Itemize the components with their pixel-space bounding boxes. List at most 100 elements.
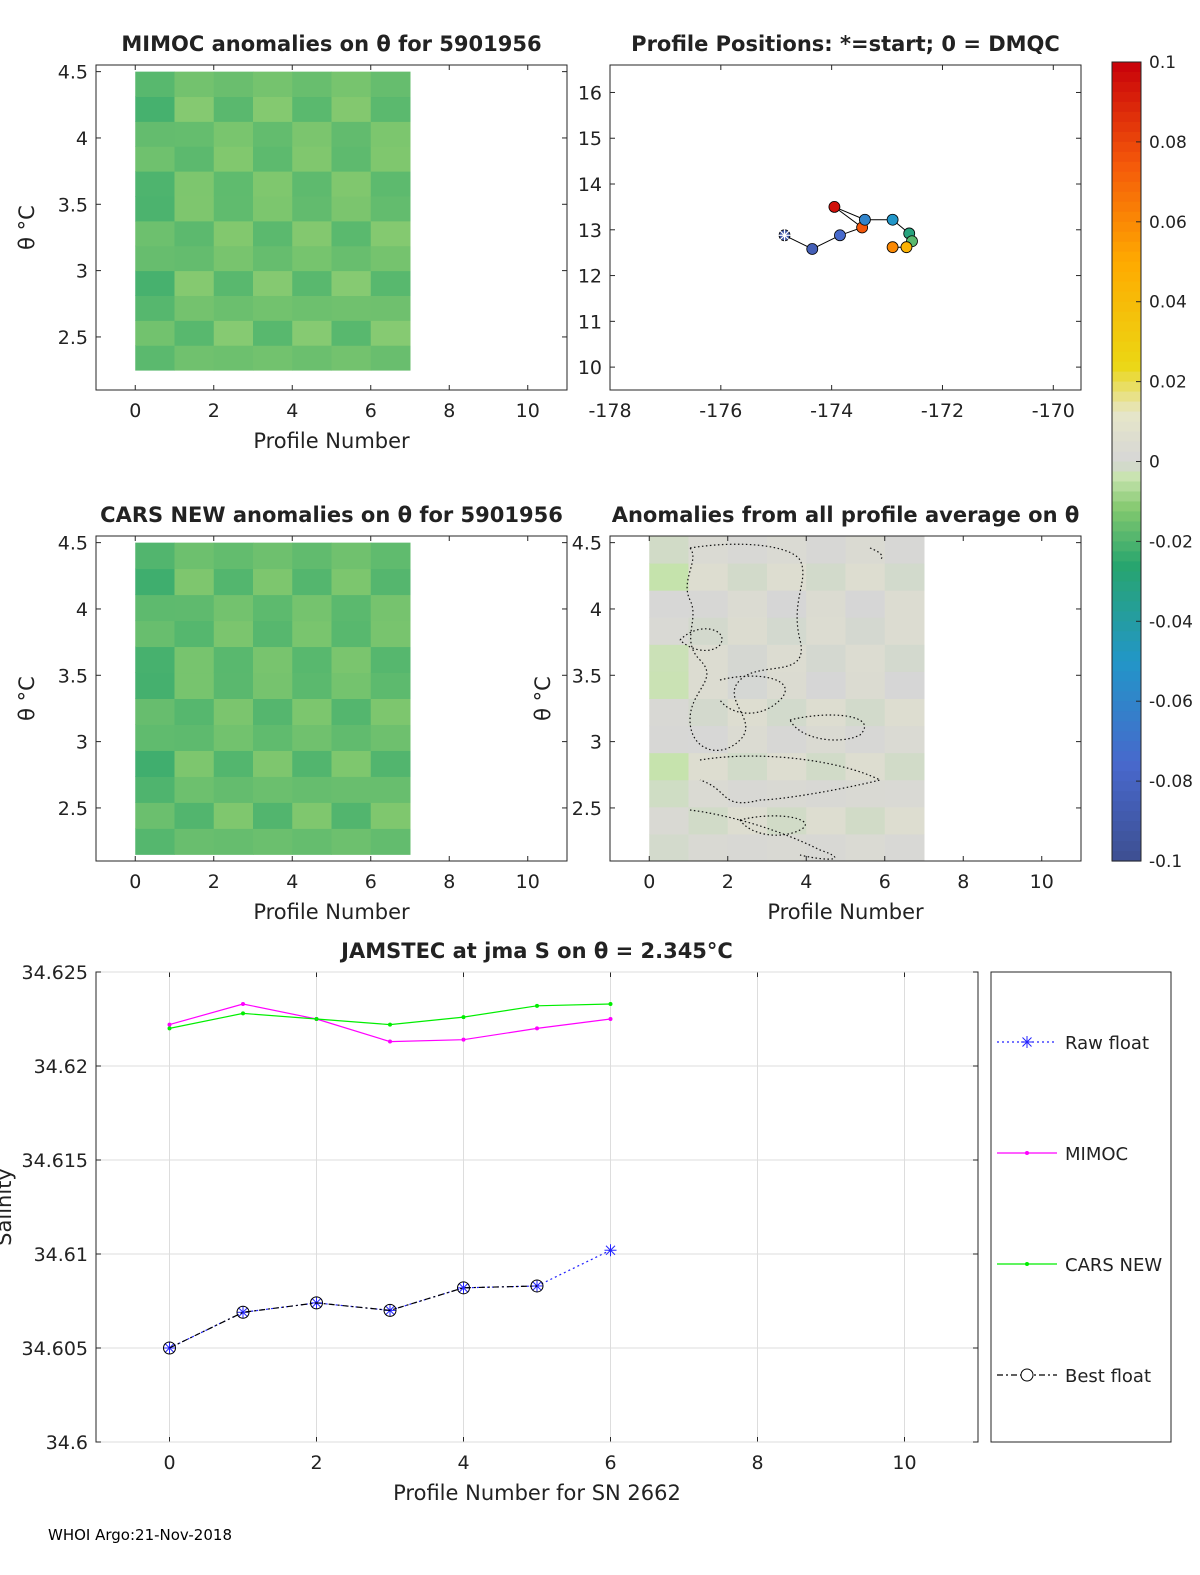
mimoc-cell — [253, 320, 293, 346]
allavg-cell — [845, 590, 886, 618]
colorbar-band — [1112, 421, 1141, 433]
colorbar-band — [1112, 741, 1141, 752]
mimoc-cell — [370, 71, 411, 98]
mimoc-cell — [135, 220, 175, 247]
colorbar-band — [1112, 311, 1141, 323]
colorbar-band — [1112, 641, 1141, 652]
cars-cell — [331, 776, 372, 803]
cars-cell — [331, 620, 372, 648]
cars-cell — [292, 646, 332, 674]
point-raw-float — [604, 1244, 617, 1257]
allavg-cell — [688, 563, 729, 591]
colorbar-band — [1112, 651, 1141, 662]
positions-point — [806, 243, 819, 255]
cars-cell — [253, 724, 293, 751]
cars-cell — [370, 594, 411, 622]
mimoc-ylabel: θ °C — [15, 205, 39, 250]
point-mimoc — [608, 1017, 613, 1021]
positions-ytick-label: 16 — [578, 82, 602, 104]
allavg-cell — [884, 563, 925, 591]
allavg-ytick-label: 4 — [590, 599, 602, 621]
allavg-contour — [679, 628, 723, 652]
point-best-float — [163, 1341, 176, 1355]
cars-cell — [370, 776, 411, 803]
salinity-ytick-label: 34.615 — [22, 1150, 88, 1172]
allavg-contour — [789, 714, 866, 741]
cars-cell — [370, 828, 411, 855]
colorbar-band — [1112, 561, 1141, 572]
colorbar-band — [1112, 71, 1141, 83]
cars-cell — [213, 620, 254, 648]
mimoc-cell — [331, 220, 372, 247]
cars-ytick-label: 3 — [76, 732, 88, 754]
allavg-cell — [845, 779, 886, 808]
mimoc-cell — [213, 270, 254, 296]
colorbar-band — [1112, 681, 1141, 692]
colorbar-band — [1112, 851, 1141, 862]
point-raw-float — [457, 1281, 470, 1294]
mimoc-cell — [213, 195, 254, 222]
colorbar-band — [1112, 321, 1141, 333]
cars-cell — [253, 802, 293, 829]
point-mimoc — [461, 1037, 466, 1042]
allavg-cell — [649, 779, 689, 808]
allavg-cell — [845, 536, 886, 564]
point-best-float — [530, 1279, 544, 1293]
colorbar-band — [1112, 171, 1141, 183]
colorbar-band — [1112, 431, 1141, 443]
mimoc-cell — [253, 121, 293, 147]
colorbar-band — [1112, 591, 1141, 602]
colorbar-band — [1112, 621, 1141, 632]
colorbar-band — [1112, 511, 1141, 523]
cars-cell — [213, 672, 254, 699]
cars-ytick-label: 3.5 — [58, 665, 88, 687]
cars-xtick-label: 8 — [443, 871, 455, 893]
colorbar-band — [1112, 441, 1141, 453]
mimoc-cell — [135, 320, 175, 346]
mimoc-cell — [135, 245, 175, 272]
mimoc-cell — [135, 96, 175, 122]
allavg-cell — [845, 644, 886, 672]
allavg-xtick-label: 2 — [722, 871, 734, 893]
legend-label-best-float: Best float — [1065, 1366, 1151, 1387]
cars-cell — [331, 750, 372, 777]
salinity-xlabel: Profile Number for SN 2662 — [393, 1481, 681, 1505]
colorbar-band — [1112, 611, 1141, 622]
mimoc-ytick-label: 4 — [76, 128, 88, 150]
cars-cell — [174, 594, 215, 622]
cars-cell — [370, 620, 411, 648]
colorbar-band — [1112, 91, 1141, 103]
series-line-best-float — [169, 1285, 538, 1349]
mimoc-cell — [213, 345, 254, 371]
allavg-cell — [727, 779, 768, 808]
mimoc-cells — [135, 71, 411, 371]
allavg-cell — [845, 563, 886, 591]
colorbar-band — [1112, 711, 1141, 722]
mimoc-cell — [135, 295, 175, 321]
positions-ytick-label: 14 — [578, 174, 602, 196]
cars-cell — [213, 750, 254, 777]
mimoc-xtick-label: 8 — [443, 400, 455, 422]
mimoc-cell — [174, 146, 215, 172]
series-line-raw-float — [169, 1249, 611, 1349]
cars-cells — [135, 542, 411, 855]
colorbar-band — [1112, 801, 1141, 812]
start-marker-stroke — [779, 230, 790, 241]
allavg-cell — [767, 833, 807, 862]
point-best-float — [383, 1303, 397, 1317]
cars-cell — [253, 620, 293, 648]
allavg-ytick-label: 4.5 — [572, 533, 602, 555]
colorbar-band — [1112, 501, 1141, 513]
allavg-cell — [884, 725, 925, 754]
allavg-cell — [649, 725, 689, 754]
mimoc-cell — [174, 220, 215, 247]
cars-title: CARS NEW anomalies on θ for 5901956 — [100, 503, 563, 527]
salinity-xtick-label: 0 — [163, 1452, 175, 1474]
allavg-ylabel: θ °C — [531, 676, 555, 721]
allavg-cell — [806, 671, 846, 699]
cars-cell — [253, 542, 293, 570]
colorbar-band — [1112, 841, 1141, 852]
cars-cell — [253, 594, 293, 622]
point-cars-new — [388, 1022, 392, 1027]
allavg-cell — [806, 725, 846, 754]
